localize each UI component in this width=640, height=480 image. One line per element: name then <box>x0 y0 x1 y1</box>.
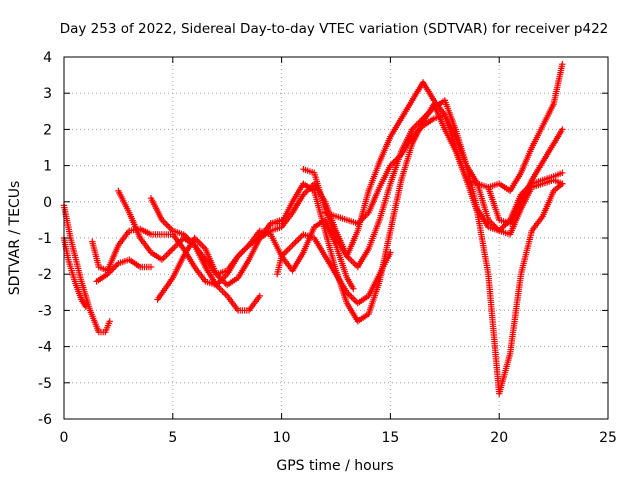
y-tick-label: 4 <box>43 50 52 66</box>
data-point-markers <box>321 61 566 227</box>
tick-labels: 0 5 10 15 20 25 -6 -5 -4 -3 -2 -1 0 1 2 3 4 <box>38 50 617 446</box>
y-tick-label: -1 <box>38 231 52 247</box>
data-series <box>93 256 155 285</box>
x-tick-label: 20 <box>490 430 508 446</box>
chart-title: Day 253 of 2022, Sidereal Day-to-day VTE… <box>60 21 609 37</box>
x-tick-label: 15 <box>381 430 399 446</box>
data-points <box>60 61 566 397</box>
y-tick-label: 2 <box>43 122 52 138</box>
y-tick-label: -6 <box>38 412 52 428</box>
data-series <box>274 231 394 307</box>
x-tick-label: 25 <box>599 430 617 446</box>
data-series <box>300 79 566 260</box>
y-tick-label: -2 <box>38 267 52 283</box>
y-tick-label: 0 <box>43 195 52 211</box>
x-tick-label: 5 <box>168 430 177 446</box>
y-tick-label: 3 <box>43 86 52 102</box>
data-point-markers <box>274 231 394 307</box>
y-tick-label: -5 <box>38 376 52 392</box>
y-tick-label: 1 <box>43 159 52 175</box>
y-tick-label: -3 <box>38 303 52 319</box>
data-point-markers <box>154 100 566 397</box>
data-series <box>60 234 89 310</box>
x-tick-label: 10 <box>273 430 291 446</box>
x-tick-label: 0 <box>60 430 69 446</box>
data-point-markers <box>93 256 155 285</box>
data-point-markers <box>485 126 566 227</box>
data-point-markers <box>60 234 89 310</box>
axis-ticks <box>63 56 609 420</box>
data-point-markers <box>147 195 263 314</box>
y-tick-label: -4 <box>38 340 52 356</box>
data-series <box>485 126 566 227</box>
y-axis-label: SDTVAR / TECUs <box>7 181 23 296</box>
data-series <box>321 61 566 227</box>
data-series <box>147 195 263 314</box>
x-axis-label: GPS time / hours <box>276 458 393 474</box>
data-series <box>154 100 566 397</box>
data-point-markers <box>300 79 566 260</box>
